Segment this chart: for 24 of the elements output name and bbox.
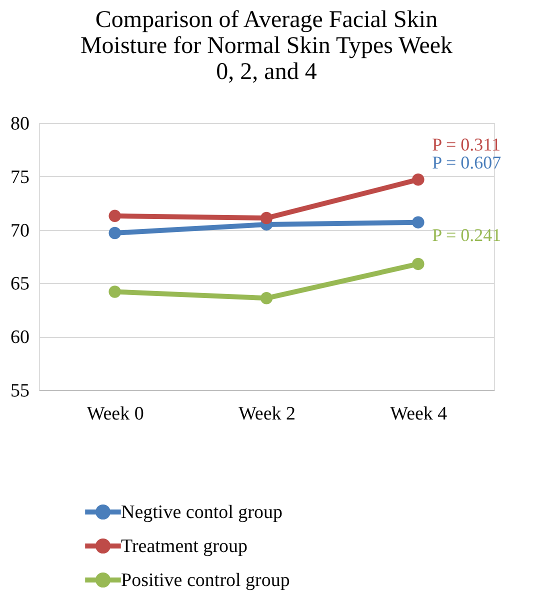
point xyxy=(260,292,273,304)
y-tick-label: 60 xyxy=(10,327,30,348)
legend-label: Positive control group xyxy=(121,570,290,591)
y-tick-label: 70 xyxy=(10,220,30,242)
point xyxy=(260,212,273,224)
point xyxy=(412,258,424,270)
point xyxy=(412,173,424,186)
point xyxy=(108,226,121,240)
legend-label: Negtive contol group xyxy=(121,502,282,523)
annotation: P = 0.311 xyxy=(432,134,500,155)
y-tick-label: 80 xyxy=(10,114,30,134)
point xyxy=(412,216,424,228)
y-tick-label: 55 xyxy=(10,380,30,402)
point xyxy=(108,210,121,222)
annotation: P = 0.607 xyxy=(432,152,502,172)
chart-title: Comparison of Average Facial Skin Moisture for Normal Skin Types Week 0, 2, and 4 xyxy=(80,7,453,85)
y-tick-label: 75 xyxy=(10,166,30,188)
y-tick-label: 65 xyxy=(10,274,30,295)
x-tick-label: Week 2 xyxy=(238,404,296,424)
legend-label: Treatment group xyxy=(121,536,248,557)
x-tick-label: Week 0 xyxy=(86,404,144,424)
annotation: P = 0.241 xyxy=(432,224,502,245)
point xyxy=(108,286,121,298)
x-tick-label: Week 4 xyxy=(390,404,448,424)
